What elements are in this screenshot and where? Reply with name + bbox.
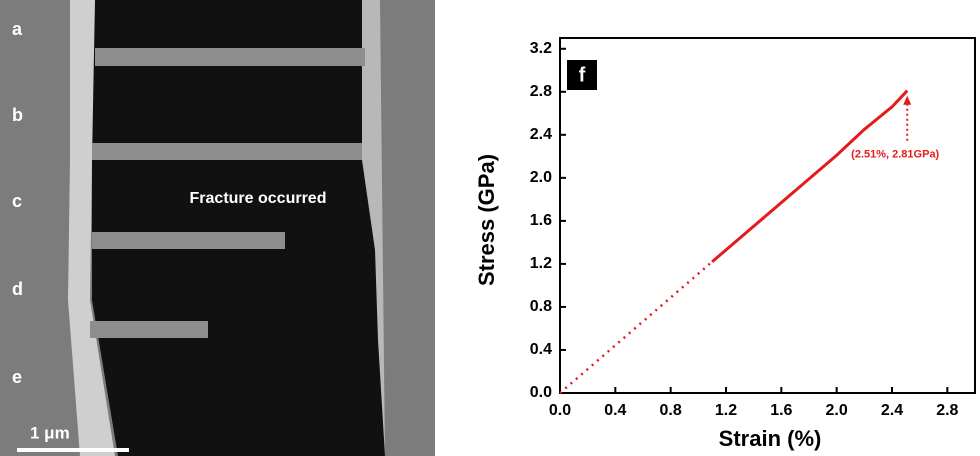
annotation-arrowhead bbox=[903, 95, 912, 105]
x-tick-label: 0.4 bbox=[604, 402, 626, 419]
y-tick-label: 2.0 bbox=[530, 169, 552, 186]
x-tick-label: 1.6 bbox=[770, 402, 792, 419]
panel-label-box bbox=[567, 60, 597, 90]
x-tick-label: 1.2 bbox=[715, 402, 737, 419]
data-line bbox=[711, 89, 909, 263]
panel-label: e bbox=[12, 367, 22, 387]
panel-label: c bbox=[12, 191, 22, 211]
y-tick-label: 0.0 bbox=[530, 384, 552, 401]
y-tick-label: 0.8 bbox=[530, 298, 552, 315]
x-tick-label: 2.0 bbox=[826, 402, 848, 419]
x-axis-title: Strain (%) bbox=[719, 426, 822, 451]
x-tick-label: 2.4 bbox=[881, 402, 903, 419]
panel-label: a bbox=[12, 19, 23, 39]
scale-bar-label: 1 μm bbox=[30, 423, 70, 442]
y-tick-label: 3.2 bbox=[530, 40, 552, 57]
panel-label: d bbox=[12, 279, 23, 299]
x-tick-label: 2.8 bbox=[936, 402, 958, 419]
annotation: (2.51%, 2.81GPa) bbox=[851, 149, 939, 161]
sem-image bbox=[0, 0, 435, 456]
y-tick-label: 1.2 bbox=[530, 255, 552, 272]
x-tick-label: 0.8 bbox=[660, 402, 682, 419]
annotation: Fracture occurred bbox=[190, 190, 327, 207]
y-tick-label: 1.6 bbox=[530, 212, 552, 229]
y-axis-title: Stress (GPa) bbox=[474, 154, 499, 286]
panel-label: f bbox=[579, 64, 586, 86]
y-tick-label: 0.4 bbox=[530, 341, 552, 358]
data-line bbox=[559, 260, 713, 394]
panel-label: b bbox=[12, 105, 23, 125]
plot-frame bbox=[559, 37, 976, 394]
y-tick-label: 2.4 bbox=[530, 126, 552, 143]
y-tick-label: 2.8 bbox=[530, 83, 552, 100]
x-tick-label: 0.0 bbox=[549, 402, 571, 419]
